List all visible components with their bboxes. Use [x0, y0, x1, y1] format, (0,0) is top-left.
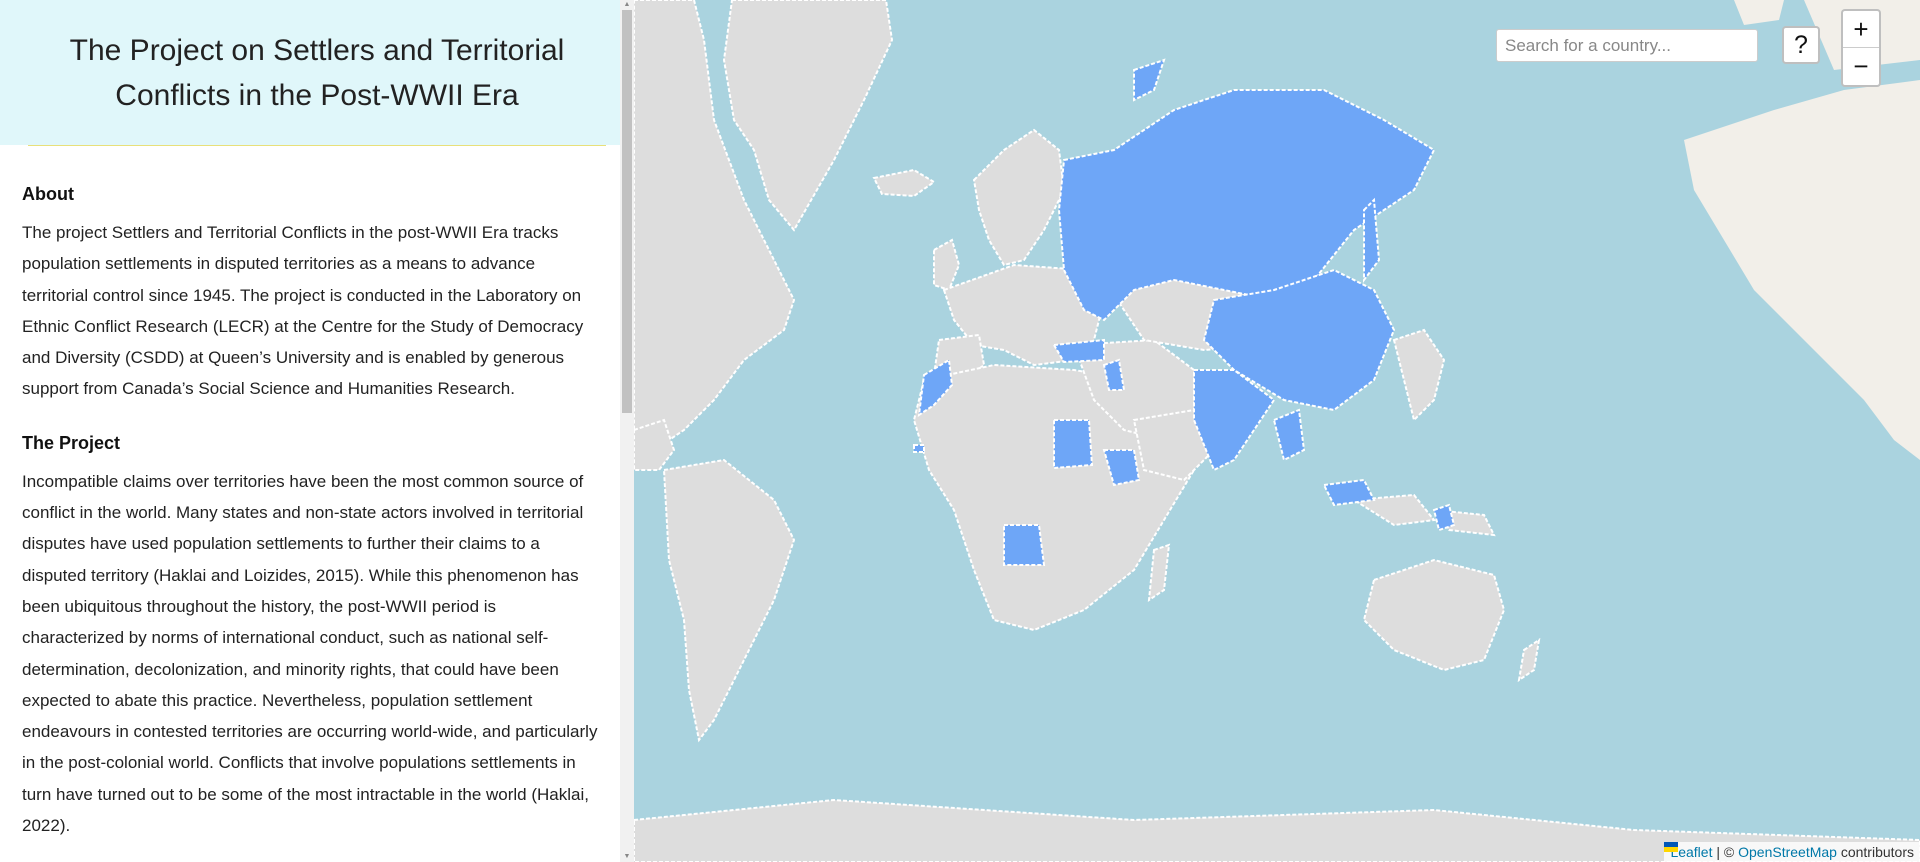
country-angola: [1003, 524, 1046, 566]
country-russia: [1057, 89, 1436, 322]
map-attribution: Leaflet | © OpenStreetMap contributors: [1664, 842, 1920, 862]
country-sudan: [1053, 419, 1094, 470]
country-turkey: [1052, 338, 1105, 364]
scrollbar-thumb[interactable]: [622, 10, 632, 413]
country-morocco: [917, 358, 954, 418]
country-search-input[interactable]: [1496, 29, 1758, 62]
country-indonesia-east: [1432, 503, 1456, 532]
country-russia-north-islands: [1133, 58, 1166, 102]
country-russia-sakhalin: [1363, 197, 1381, 283]
about-heading: About: [22, 184, 74, 204]
scroll-up-arrow-icon[interactable]: ▲: [623, 1, 631, 8]
help-button[interactable]: ?: [1782, 26, 1820, 64]
zoom-in-button[interactable]: +: [1843, 11, 1879, 48]
country-shapes: [634, 0, 1920, 862]
highlighted-countries: [913, 58, 1456, 566]
header-divider: [28, 145, 606, 146]
project-heading: The Project: [22, 432, 121, 453]
project-text: Incompatible claims over territories hav…: [22, 471, 598, 836]
scroll-down-arrow-icon[interactable]: ▼: [623, 853, 631, 860]
attribution-suffix: contributors: [1836, 844, 1914, 860]
country-senegal: [913, 444, 925, 453]
attribution-separator: | ©: [1712, 844, 1739, 860]
leaflet-link[interactable]: Leaflet: [1670, 844, 1713, 860]
country-china: [1202, 268, 1396, 412]
ukraine-flag-icon: [1664, 842, 1679, 852]
country-ethiopia: [1102, 449, 1141, 487]
sidebar-header: The Project on Settlers and Territorial …: [0, 0, 634, 145]
zoom-out-button[interactable]: −: [1853, 51, 1869, 81]
map-layer[interactable]: [634, 0, 1920, 862]
country-israel: [1102, 358, 1126, 391]
world-map[interactable]: ? + − Leaflet | © OpenStreetMap contribu…: [634, 0, 1920, 862]
page-title: The Project on Settlers and Territorial …: [69, 33, 565, 112]
osm-link[interactable]: OpenStreetMap: [1738, 844, 1837, 860]
sidebar: The Project on Settlers and Territorial …: [0, 0, 634, 862]
sidebar-scrollbar[interactable]: ▲ ▼: [620, 0, 634, 862]
country-indonesia: [1322, 478, 1376, 507]
zoom-control: + −: [1841, 9, 1881, 87]
far-east-land: [1684, 0, 1920, 460]
about-text: The project Settlers and Territorial Con…: [22, 223, 584, 399]
country-india: [1193, 369, 1276, 472]
country-myanmar: [1272, 408, 1306, 462]
sidebar-content: About The project Settlers and Territori…: [0, 146, 620, 841]
